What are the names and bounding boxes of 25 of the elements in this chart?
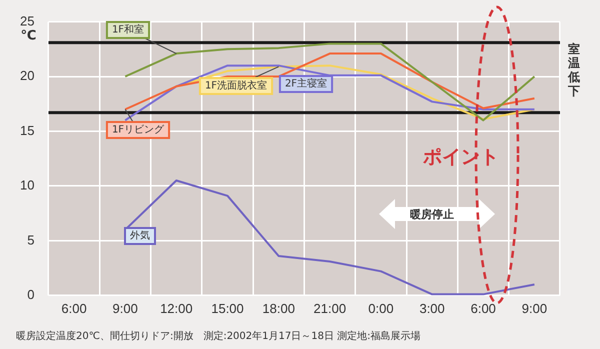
y-tick-label: 10	[20, 178, 34, 193]
y-tick-label: 15	[20, 122, 34, 138]
text: 1F和室	[112, 24, 144, 36]
annotation: 暖房停止	[410, 207, 454, 222]
y-tick-label: 20	[20, 68, 34, 84]
y-axis-title: ℃	[20, 28, 36, 44]
x-tick-label: 6:00	[470, 300, 496, 316]
y-tick-label: 5	[27, 232, 34, 248]
x-tick-label: 9:00	[112, 300, 138, 316]
x-tick-label: 0:00	[368, 300, 394, 316]
x-tick-label: 21:00	[314, 300, 346, 316]
text: 1Fリビング	[112, 124, 166, 136]
x-tick-label: 9:00	[522, 300, 548, 316]
y-tick-label: 0	[27, 286, 34, 302]
x-tick-label: 18:00	[262, 300, 295, 316]
text: 暖房設定温度20℃、間仕切りドア:開放 測定:2002年1月17日～18日 測定地:福島展示場	[16, 330, 421, 343]
x-tick-label: 3:00	[419, 300, 445, 316]
text: 室温低下	[568, 42, 581, 98]
x-tick-label: 6:00	[61, 300, 87, 316]
series-label: 1F洗面脱衣室	[204, 80, 268, 92]
x-tick-label: 12:00	[160, 300, 193, 316]
series-label: 外気	[130, 230, 150, 242]
x-tick-label: 15:00	[211, 300, 244, 316]
series-label: 2F主寝室	[284, 78, 328, 90]
y-tick-label: 25	[20, 13, 34, 28]
